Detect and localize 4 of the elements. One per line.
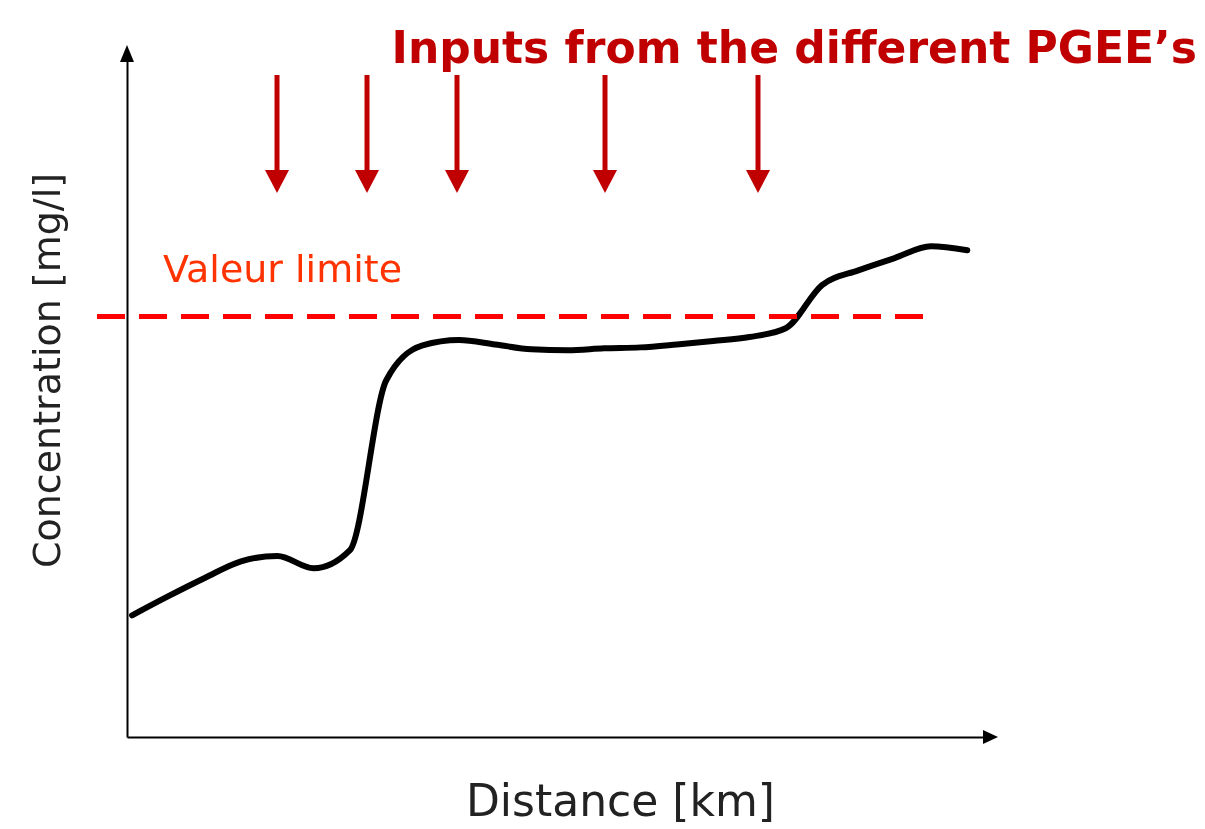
x-axis-title: Distance [km] [465, 774, 776, 826]
y-axis-title: Concentration [mg/l] [24, 172, 69, 569]
chart-title: Inputs from the different PGEE’s [391, 22, 1197, 73]
ref-line-label: Valeur limite [163, 247, 403, 292]
